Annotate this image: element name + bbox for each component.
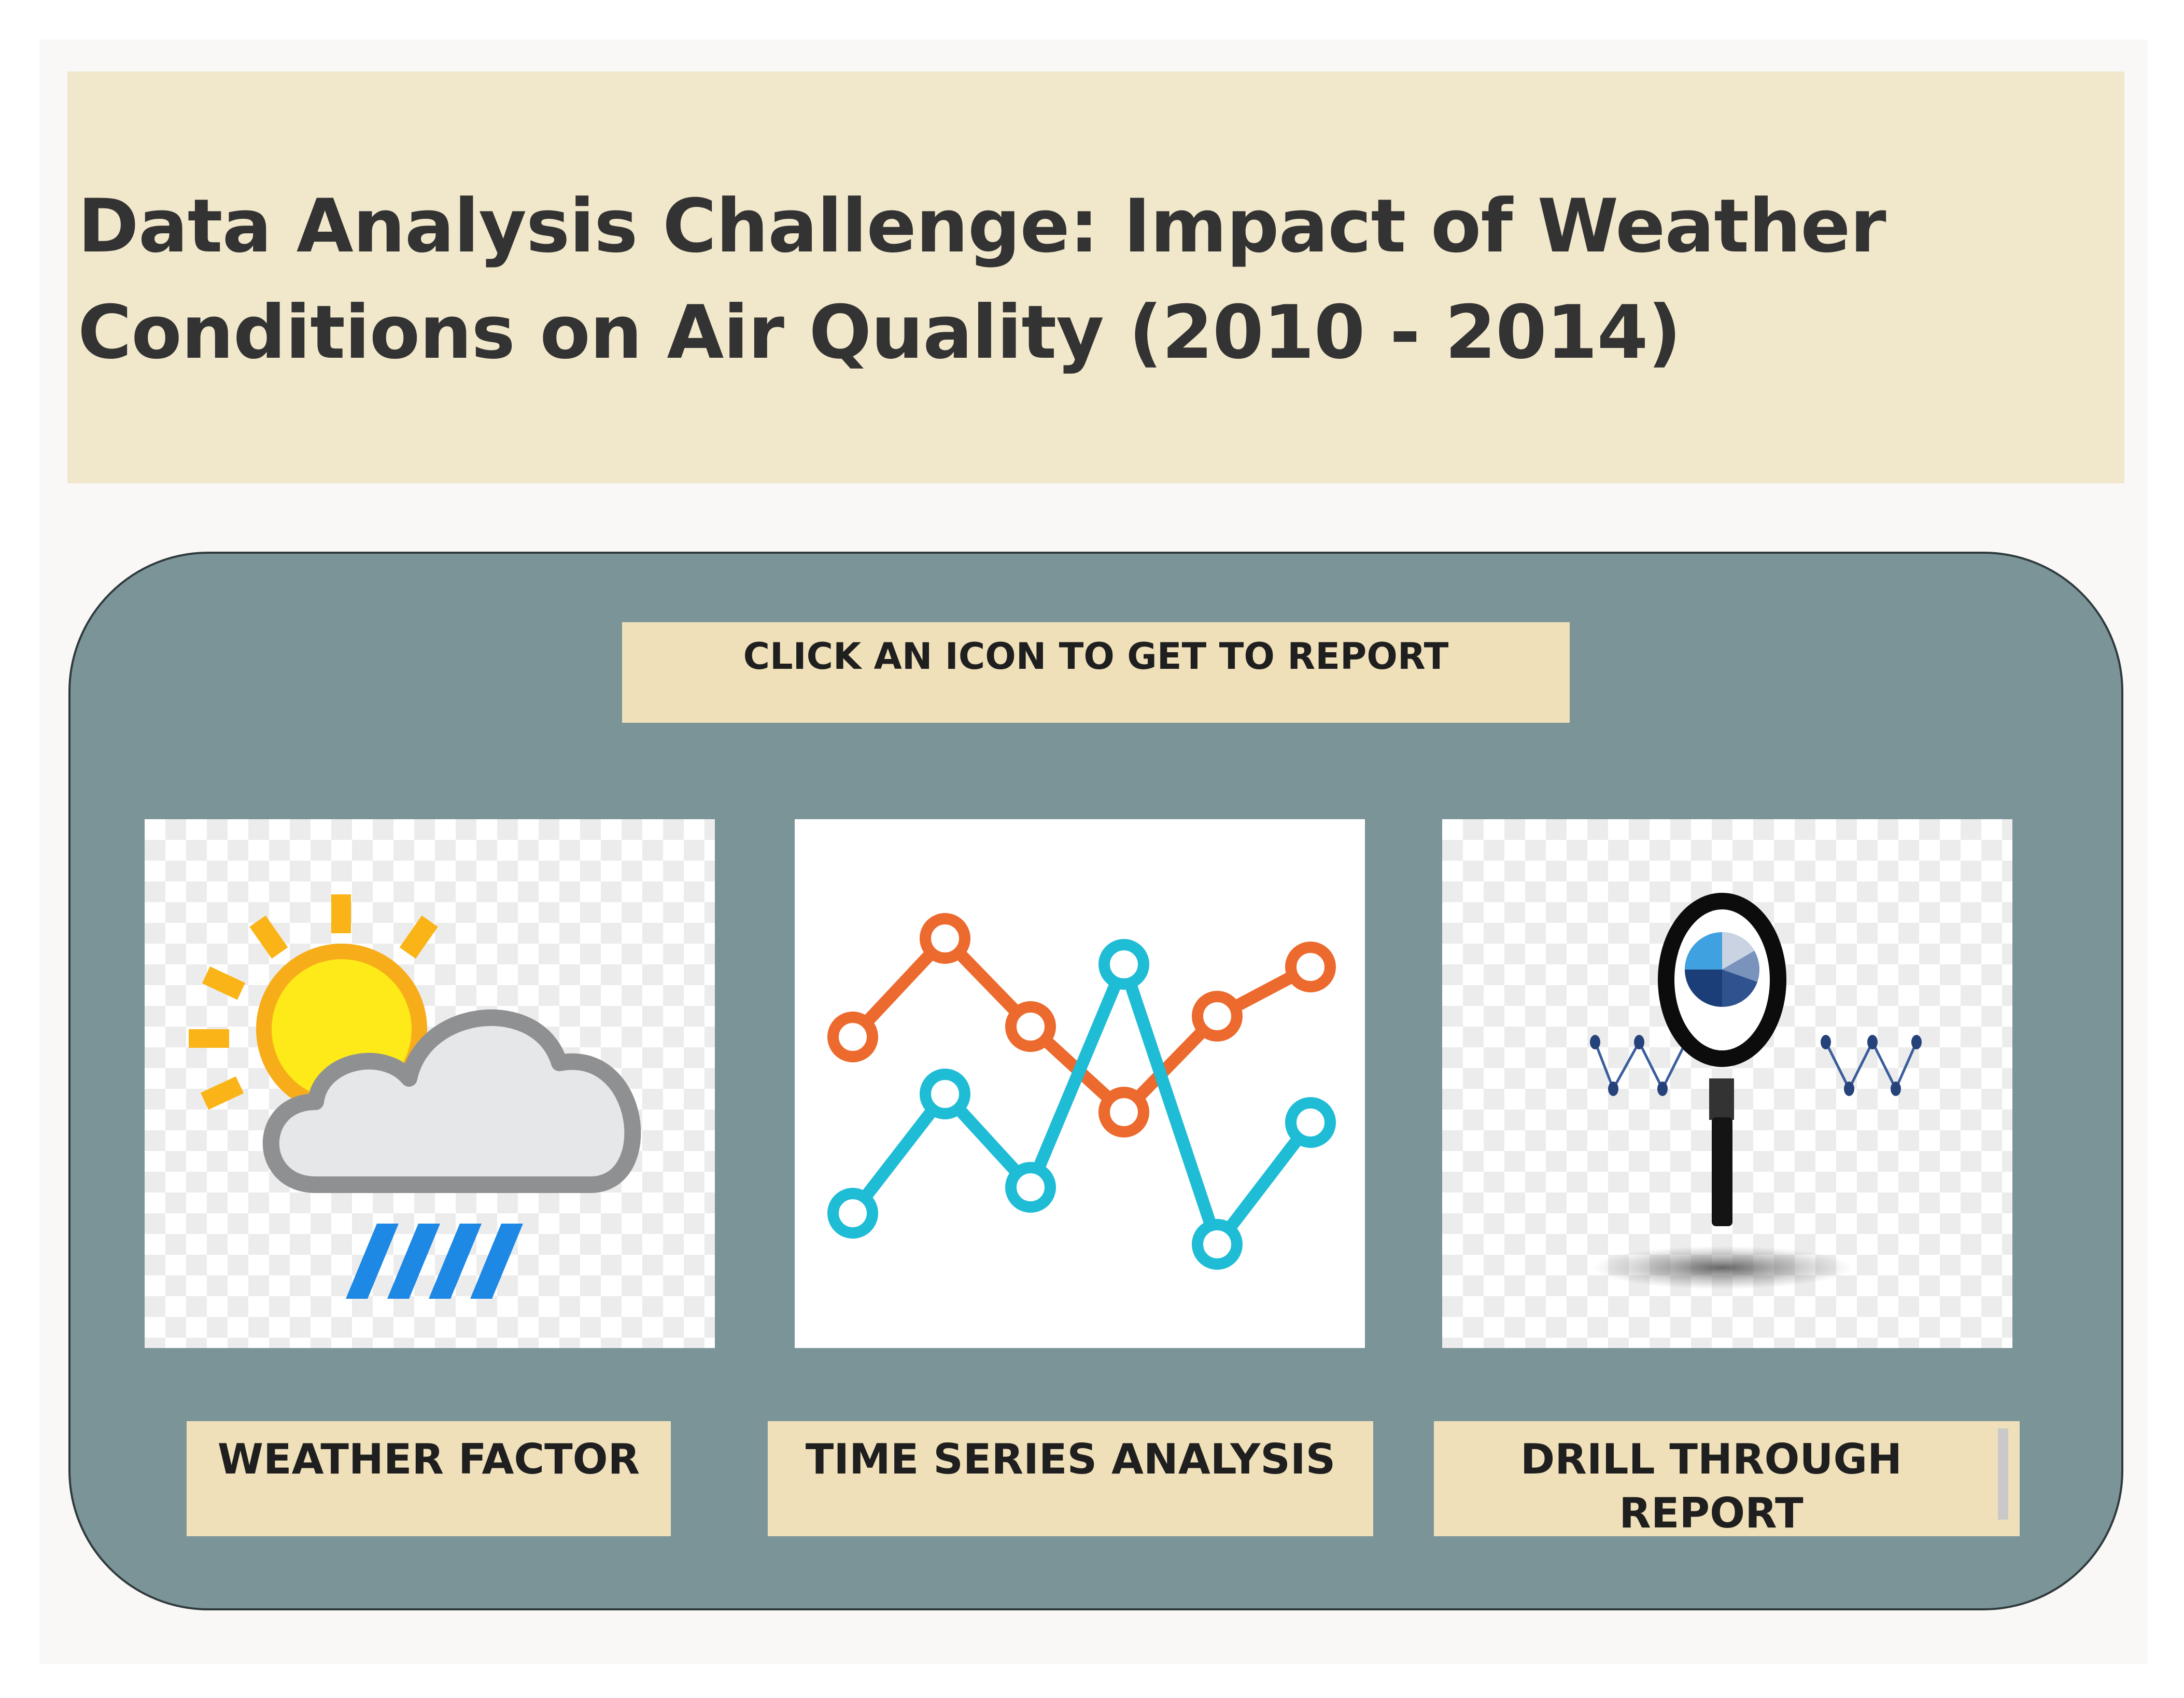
drill-through-tile[interactable] <box>1442 819 2012 1348</box>
magnifier-pie-chart-icon <box>1590 893 1922 1289</box>
drill-through-report-button[interactable]: DRILL THROUGH REPORT <box>1434 1421 2020 1537</box>
scrollbar-thumb[interactable] <box>1998 1428 2008 1520</box>
line-chart-icon <box>827 913 1336 1270</box>
weather-sun-cloud-rain-icon <box>189 894 641 1299</box>
title-banner: Data Analysis Challenge: Impact of Weath… <box>67 72 2124 483</box>
page-title: Data Analysis Challenge: Impact of Weath… <box>78 184 1886 375</box>
time-series-analysis-button[interactable]: TIME SERIES ANALYSIS <box>768 1421 1373 1536</box>
time-series-tile[interactable] <box>795 819 1365 1348</box>
weather-factor-tile[interactable] <box>145 819 715 1348</box>
navigation-panel: CLICK AN ICON TO GET TO REPORT <box>68 552 2123 1610</box>
instruction-label: CLICK AN ICON TO GET TO REPORT <box>622 622 1570 723</box>
drill-through-report-label: DRILL THROUGH REPORT <box>1520 1435 1903 1537</box>
weather-factor-button[interactable]: WEATHER FACTOR <box>187 1421 671 1536</box>
